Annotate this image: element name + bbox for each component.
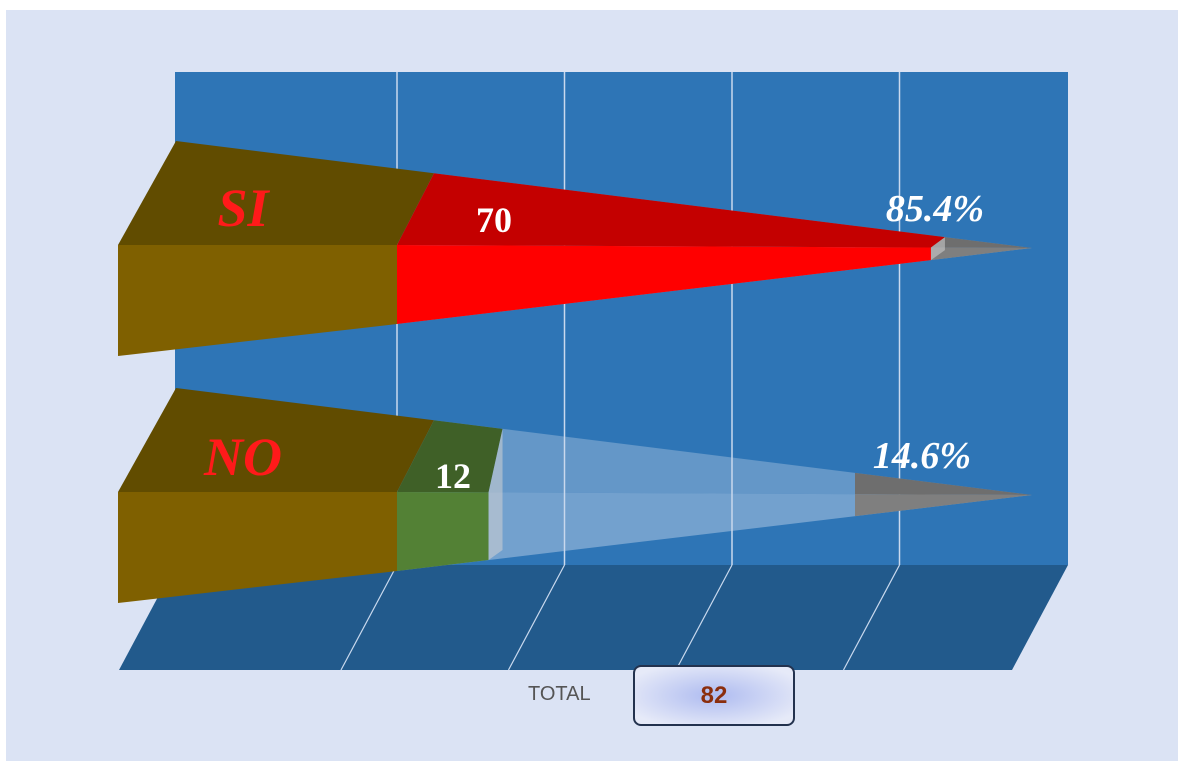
bar-top-si [397,173,945,248]
data-label-si: 70 [476,200,512,240]
cone-tip-top-no [855,472,1032,495]
bar-top-no [397,420,503,493]
gridline-floor-1 [507,564,566,671]
bar-front-no [397,492,489,571]
chart-floor-group [119,564,1068,671]
bar-end-cap-no [488,428,503,561]
chart-labels-group: SI NO 70 12 85.4% 14.6% [203,178,984,496]
category-label-no: NO [203,427,282,487]
percent-label-no: 14.6% [873,435,971,477]
category-block-front-no [118,492,397,603]
total-label: TOTAL [528,683,591,705]
gridline-floor-2 [675,564,733,671]
data-label-no: 12 [435,456,471,496]
bar-front-si [397,245,931,324]
cone-tip-front-no [855,494,1032,517]
chart-rows-group [118,141,1032,603]
total-value-box: 82 [633,665,795,726]
bar-end-cap-si [930,237,945,261]
chart-floor [119,565,1068,670]
gridline-floor-0 [340,564,398,671]
category-block-top-no [118,388,434,492]
category-block-front-si [118,245,397,356]
percent-label-si: 85.4% [886,188,984,230]
category-label-si: SI [217,178,270,238]
category-block-top-si [118,141,434,245]
gridline-floor-3 [842,564,901,671]
total-value: 82 [700,681,728,709]
